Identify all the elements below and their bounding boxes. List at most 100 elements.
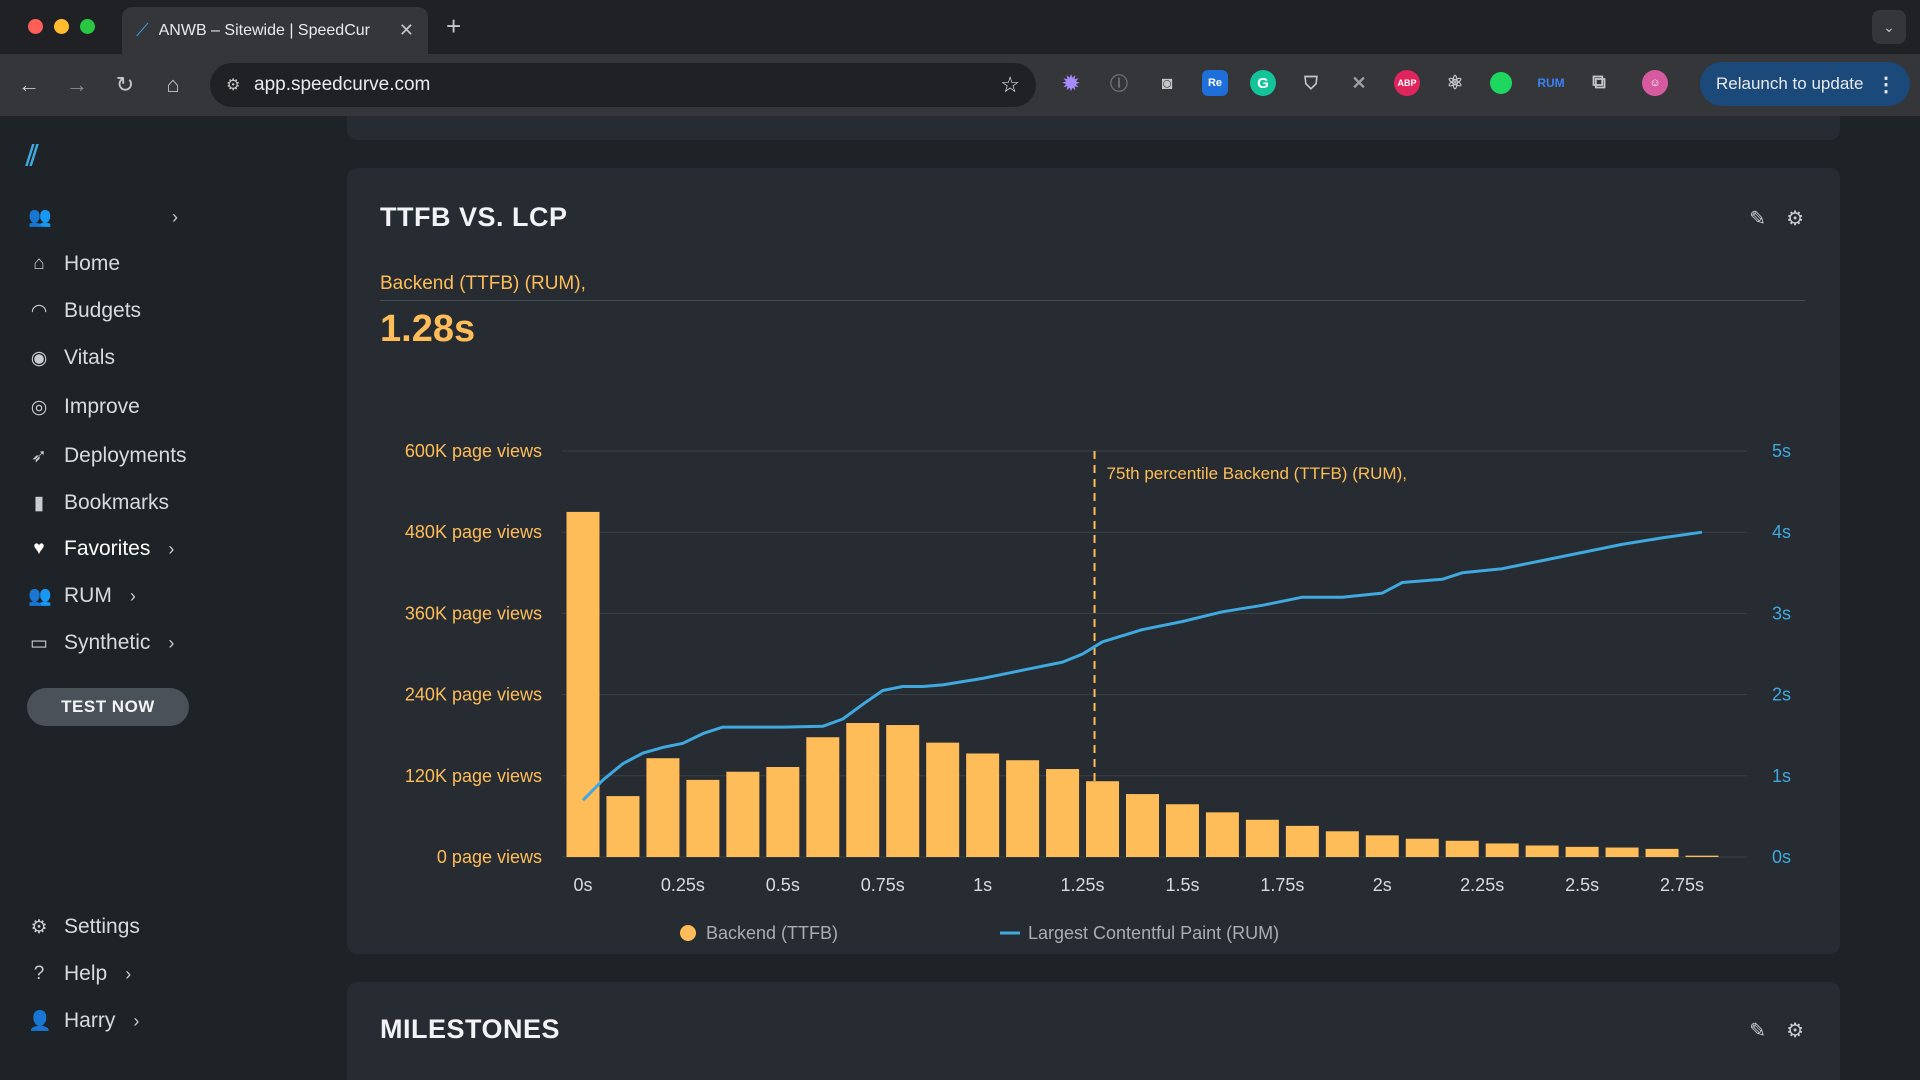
bookmark-star-icon[interactable]: ☆ [1000,72,1020,97]
histogram-bar [726,771,760,857]
sidebar-item-label: Improve [64,395,140,418]
histogram-bar [1285,825,1319,857]
card-tools: ✎ ⚙ [1749,206,1804,231]
sidebar-item-budgets[interactable]: ◠ Budgets [28,299,141,323]
browser-tab[interactable]: ⟋ ANWB – Sitewide | SpeedCur ✕ [122,7,428,54]
edit-pencil-icon[interactable]: ✎ [1749,1020,1767,1042]
sidebar-item-label: Deployments [64,444,187,467]
x-tick-label: 0.75s [861,875,905,895]
ttfb-vs-lcp-card: TTFB VS. LCP ✎ ⚙ Backend (TTFB) (RUM), 1… [347,168,1840,954]
histogram-bar [1165,804,1199,857]
histogram-bar [926,742,960,857]
gear-icon[interactable]: ⚙ [1786,208,1804,230]
sidebar-item-improve[interactable]: ◎ Improve [28,395,140,419]
sidebar-item-deployments[interactable]: ➶ Deployments [28,444,187,468]
address-bar[interactable]: ⚙ app.speedcurve.com ☆ [210,63,1036,107]
metric-value: 1.28s [380,308,476,350]
users-icon: 👥 [28,207,52,228]
url-text[interactable]: app.speedcurve.com [254,74,431,95]
puzzle-ext-icon[interactable]: ⧉ [1592,72,1606,93]
histogram-bar [1525,845,1559,857]
previous-card [347,116,1840,140]
x-tick-label: 0.5s [766,875,800,895]
gear-ext-icon[interactable]: ✹ [1062,72,1080,95]
close-tab-icon[interactable]: ✕ [398,20,414,40]
sidebar-item-label: RUM [64,584,112,607]
monitor-icon: ▭ [30,632,48,654]
edit-pencil-icon[interactable]: ✎ [1749,208,1767,230]
fullscreen-window-button[interactable] [80,19,95,34]
divider [380,300,1805,301]
target-icon: ◎ [30,396,48,418]
sidebar-item-label: Budgets [64,299,142,322]
histogram-bar [1565,846,1599,857]
gear-icon[interactable]: ⚙ [1786,1020,1804,1042]
profile-avatar-icon[interactable]: ☺ [1642,70,1668,96]
histogram-bar [1126,794,1159,857]
y-right-tick-label: 0s [1772,847,1791,867]
green-dot-ext-icon[interactable] [1490,72,1512,94]
metric-label: Backend (TTFB) (RUM), [380,273,586,294]
camera-ext-icon[interactable]: ◙ [1161,72,1173,93]
site-info-icon[interactable]: ⚙ [226,77,241,94]
card-tools: ✎ ⚙ [1749,1018,1804,1043]
histogram-bar [646,758,680,857]
sidebar-item-rum[interactable]: 👥 RUM › [28,584,136,608]
ttfb-histogram-chart: 0 page views 120K page views 240K page vie… [405,441,1791,943]
sidebar-item-label: Favorites [64,537,151,560]
forward-icon[interactable]: → [66,72,88,97]
chevron-right-icon: › [168,632,175,653]
card-title: MILESTONES [380,1014,561,1044]
legend-label-ttfb: Backend (TTFB) [706,923,838,943]
sidebar-item-settings[interactable]: ⚙ Settings [28,915,139,939]
re-ext-icon[interactable]: Re [1202,70,1228,96]
sidebar-item-bookmarks[interactable]: ▮ Bookmarks [28,491,169,515]
sidebar-item-team[interactable]: 👥 › [28,205,178,229]
sidebar-item-favorites[interactable]: ♥ Favorites › [28,537,174,561]
x-tick-label: 1.5s [1165,875,1199,895]
sidebar-item-synthetic[interactable]: ▭ Synthetic › [28,631,174,655]
y-left-tick-label: 120K page views [405,766,542,786]
grammarly-ext-icon[interactable]: G [1250,70,1276,96]
tab-search-button[interactable]: ⌄ [1872,10,1906,44]
info-ext-icon[interactable]: ⓘ [1110,74,1128,94]
y-right-tick-label: 1s [1772,766,1791,786]
speedcurve-logo-icon[interactable]: ⫽ [26,140,39,171]
histogram-bar [766,767,800,857]
sidebar-item-label: Synthetic [64,631,151,654]
relaunch-button[interactable]: Relaunch to update ⋮ [1700,62,1910,106]
sidebar-item-label: Bookmarks [64,491,170,514]
histogram-bar [1605,847,1639,857]
chevron-right-icon: › [133,1010,140,1031]
sidebar-item-user[interactable]: 👤 Harry › [28,1009,139,1033]
y-right-tick-label: 3s [1772,603,1791,623]
shield-ext-icon[interactable]: ⛉ [1304,72,1318,93]
x-tick-label: 1s [973,875,992,895]
tool-ext-icon[interactable]: ✕ [1351,72,1367,93]
home-icon[interactable]: ⌂ [166,72,180,97]
abp-ext-icon[interactable]: ABP [1394,70,1420,96]
test-now-button[interactable]: TEST NOW [27,688,189,726]
sidebar-item-help[interactable]: ? Help › [28,962,132,986]
close-window-button[interactable] [28,19,43,34]
main-content: TTFB VS. LCP ✎ ⚙ Backend (TTFB) (RUM), 1… [300,116,1920,1080]
sidebar-item-vitals[interactable]: ◉ Vitals [28,346,115,370]
card-title: TTFB VS. LCP [380,202,568,232]
y-left-tick-label: 600K page views [405,441,542,461]
users-icon: 👥 [28,586,52,607]
legend-swatch-ttfb [680,925,696,941]
x-tick-label: 2.25s [1460,875,1504,895]
minimize-window-button[interactable] [54,19,69,34]
browser-menu-icon[interactable]: ⋮ [1876,73,1896,96]
x-tick-label: 1.75s [1260,875,1304,895]
y-right-tick-label: 5s [1772,441,1791,461]
rocket-icon: ➶ [31,445,47,467]
rum-ext-icon[interactable]: RUM [1537,76,1565,90]
new-tab-button[interactable]: + [446,11,462,41]
back-icon[interactable]: ← [18,72,40,97]
react-ext-icon[interactable]: ⚛ [1446,72,1464,94]
sidebar-item-home[interactable]: ⌂ Home [28,252,120,276]
reload-icon[interactable]: ↻ [115,72,135,97]
histogram-bar [1205,812,1239,857]
chevron-right-icon: › [125,963,132,984]
